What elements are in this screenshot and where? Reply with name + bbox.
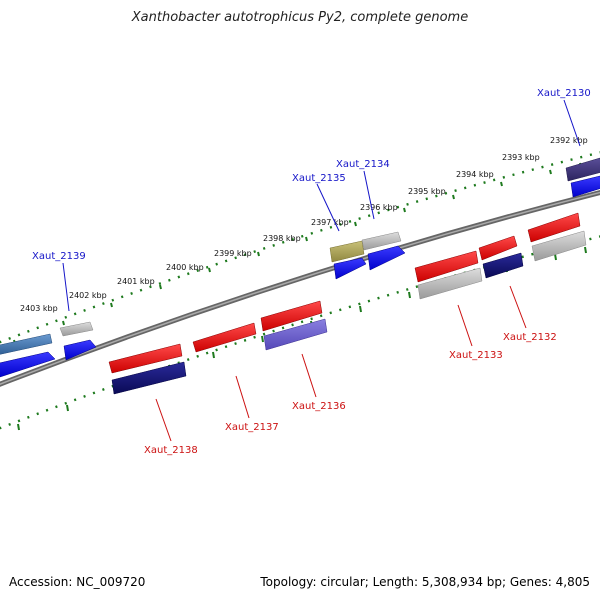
gene-arrow[interactable] (63, 339, 97, 361)
gene-label-bottom[interactable]: Xaut_2132 (503, 332, 557, 343)
gene-label-top[interactable]: Xaut_2134 (336, 159, 390, 170)
gene-label-top[interactable]: Xaut_2130 (537, 88, 591, 99)
gene-arrow[interactable] (260, 300, 323, 332)
gene-leader-lines-top (62, 99, 581, 312)
gene-arrows-upper-inner (0, 175, 600, 378)
scale-labels: 2403 kbp 2402 kbp 2401 kbp 2400 kbp 2399… (20, 136, 588, 313)
gene-arrow[interactable] (531, 230, 587, 262)
outer-scale-ring (0, 151, 600, 344)
gene-label-bottom[interactable]: Xaut_2133 (449, 350, 503, 361)
gene-arrow[interactable] (417, 267, 483, 300)
gene-arrow[interactable] (263, 318, 328, 351)
gene-arrow[interactable] (565, 157, 600, 182)
gene-arrow[interactable] (414, 250, 479, 283)
genome-backbone-highlight (0, 191, 600, 385)
map-title: Xanthobacter autotrophicus Py2, complete… (131, 10, 469, 25)
gene-label-top[interactable]: Xaut_2139 (32, 251, 86, 262)
gene-arrow[interactable] (59, 321, 94, 337)
gene-label-bottom[interactable]: Xaut_2138 (144, 445, 198, 456)
kbp-label: 2394 kbp (456, 170, 494, 179)
gene-arrow[interactable] (192, 322, 257, 353)
gene-arrows-lower-inner (111, 230, 587, 395)
inner-scale-ring (0, 235, 600, 430)
kbp-label: 2403 kbp (20, 304, 58, 313)
kbp-label: 2397 kbp (311, 218, 349, 227)
gene-label-top[interactable]: Xaut_2135 (292, 173, 346, 184)
gene-arrow[interactable] (482, 252, 524, 279)
gene-arrow[interactable] (478, 235, 518, 261)
outer-major-ticks (13, 162, 582, 345)
kbp-label: 2395 kbp (408, 187, 446, 196)
kbp-label: 2398 kbp (263, 234, 301, 243)
kbp-label: 2393 kbp (502, 153, 540, 162)
gene-arrow[interactable] (0, 333, 53, 355)
kbp-label: 2392 kbp (550, 136, 588, 145)
gene-arrow[interactable] (111, 361, 187, 395)
kbp-label: 2396 kbp (360, 203, 398, 212)
kbp-label: 2400 kbp (166, 263, 204, 272)
kbp-label: 2399 kbp (214, 249, 252, 258)
gene-arrow[interactable] (367, 245, 406, 271)
gene-label-bottom[interactable]: Xaut_2137 (225, 422, 279, 433)
gene-arrow[interactable] (329, 240, 365, 263)
genome-summary-text: Topology: circular; Length: 5,308,934 bp… (260, 575, 590, 589)
gene-arrows-lower (108, 212, 581, 374)
genome-backbone (0, 189, 600, 387)
gene-arrows-upper (0, 157, 600, 355)
kbp-label: 2401 kbp (117, 277, 155, 286)
gene-leader-lines-bottom (155, 285, 527, 442)
gene-arrow[interactable] (361, 231, 402, 251)
gene-arrow[interactable] (333, 257, 367, 280)
gene-arrow[interactable] (570, 175, 600, 198)
gene-arrow[interactable] (527, 212, 581, 243)
gene-arrow[interactable] (108, 343, 183, 374)
kbp-label: 2402 kbp (69, 291, 107, 300)
gene-arrow[interactable] (0, 351, 56, 378)
accession-text: Accession: NC_009720 (9, 575, 146, 589)
gene-label-bottom[interactable]: Xaut_2136 (292, 401, 346, 412)
